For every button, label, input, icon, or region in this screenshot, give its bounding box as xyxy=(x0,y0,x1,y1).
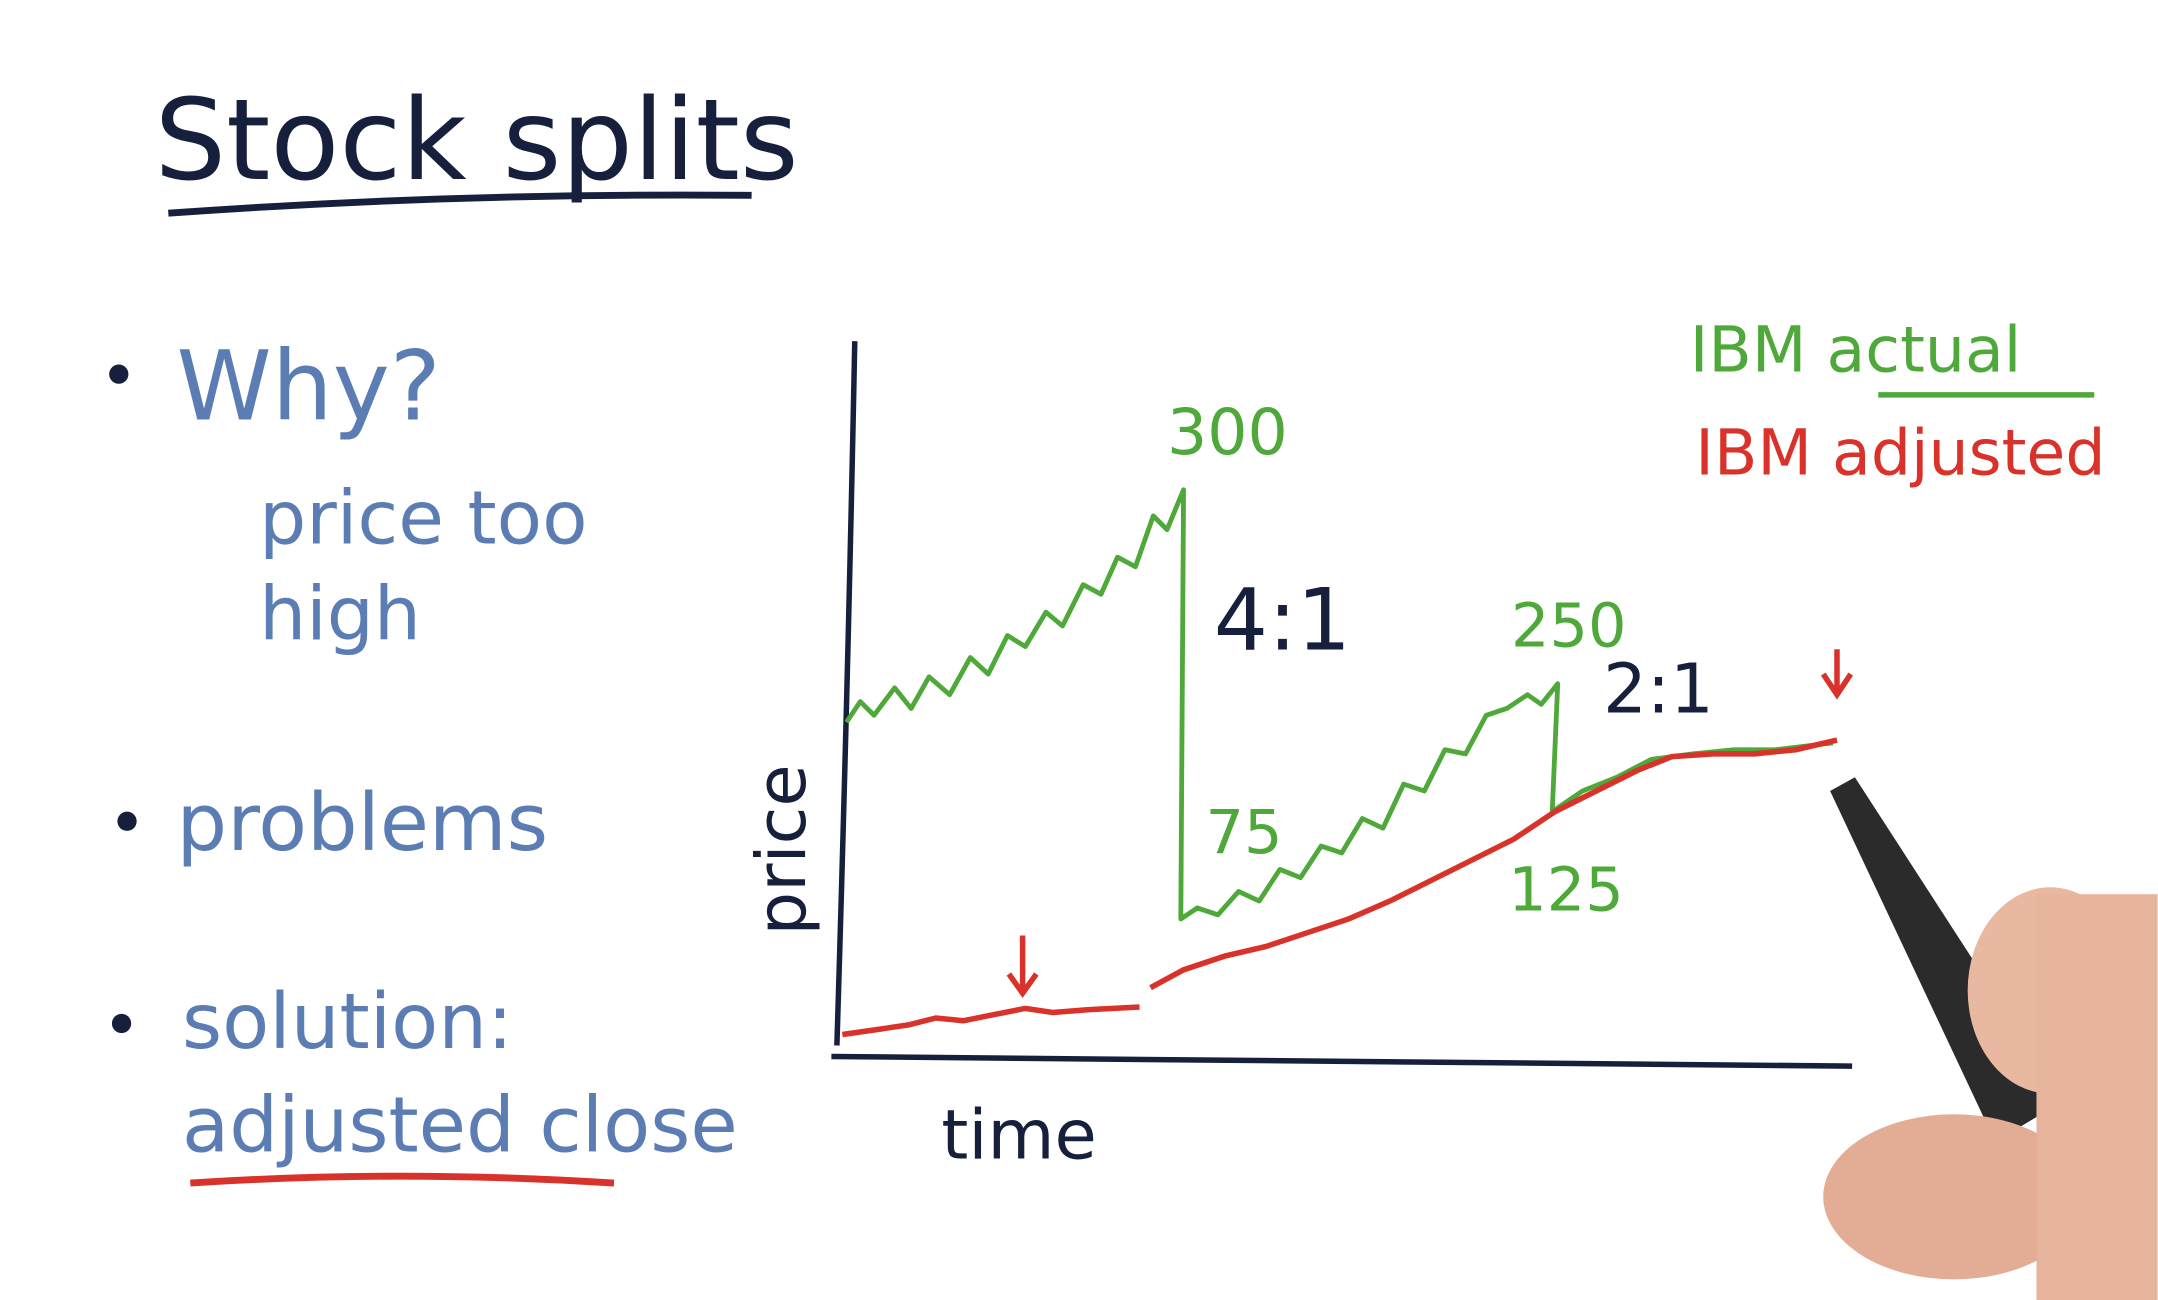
legend-entry: IBM actual xyxy=(1690,312,2022,386)
bullet-dot xyxy=(111,1013,132,1034)
x-axis xyxy=(831,1053,1853,1069)
bullet-detail: high xyxy=(259,571,421,658)
hand xyxy=(1823,1114,2085,1280)
underline xyxy=(190,1172,615,1187)
actual-line xyxy=(844,487,1834,922)
title: Stock splits xyxy=(155,74,799,206)
bullet-detail: adjusted close xyxy=(182,1080,738,1170)
bullet-label: Why? xyxy=(177,331,441,443)
bullet-dot xyxy=(117,811,137,831)
bullet-label: solution: xyxy=(182,977,513,1067)
annotation: 250 xyxy=(1511,592,1627,662)
title-underline xyxy=(168,191,752,217)
hand xyxy=(2036,894,2158,1300)
x-axis-label: time xyxy=(941,1095,1096,1175)
annotation: 125 xyxy=(1508,856,1624,926)
y-axis xyxy=(834,341,858,1046)
annotation: 4:1 xyxy=(1214,571,1351,670)
annotation: 75 xyxy=(1206,798,1283,868)
bullet-label: problems xyxy=(177,776,549,869)
annotation: 300 xyxy=(1167,395,1288,469)
arrow xyxy=(1820,649,1854,700)
adjusted-line xyxy=(841,1004,1140,1038)
arrow xyxy=(1006,935,1039,998)
legend-entry: IBM adjusted xyxy=(1695,416,2105,490)
bullet-detail: price too xyxy=(259,474,587,561)
annotation: 2:1 xyxy=(1603,650,1714,730)
bullet-dot xyxy=(109,364,129,384)
y-axis-label: price xyxy=(742,764,822,935)
adjusted-line xyxy=(1149,737,1838,991)
